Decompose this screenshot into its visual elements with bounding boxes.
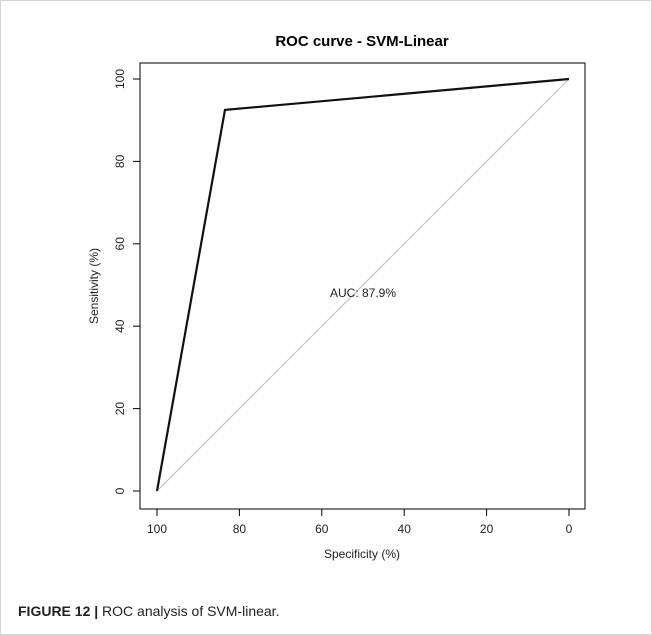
figure-caption: FIGURE 12 | ROC analysis of SVM-linear. (18, 603, 279, 619)
reference-layer (156, 78, 570, 492)
roc-curve-line (155, 77, 570, 492)
plot-box (139, 62, 586, 510)
x-tick-label: 20 (480, 522, 494, 536)
y-tick-label: 100 (113, 69, 127, 89)
auc-annotation: AUC: 87.9% (330, 286, 396, 300)
x-tick-label: 60 (315, 522, 329, 536)
chart-title: ROC curve - SVM-Linear (275, 33, 449, 50)
y-tick-label: 80 (113, 154, 127, 168)
y-axis: 0 20 40 60 80 100 (113, 69, 140, 494)
y-tick-label: 60 (113, 237, 127, 251)
x-tick-label: 80 (233, 522, 247, 536)
roc-chart: ROC curve - SVM-Linear 100 80 60 40 20 0 0 20 4… (87, 33, 586, 561)
x-tick-label: 40 (398, 522, 412, 536)
caption-label: FIGURE 12 | (18, 603, 99, 619)
y-axis-label: Sensitivity (%) (87, 248, 101, 324)
y-tick-label: 0 (113, 487, 127, 494)
x-tick-label: 100 (147, 522, 167, 536)
x-tick-label: 0 (566, 522, 573, 536)
x-axis-label: Specificity (%) (324, 547, 400, 561)
caption-text: ROC analysis of SVM-linear. (98, 603, 280, 619)
reference-diagonal (156, 78, 570, 492)
curve-layer (155, 77, 570, 492)
y-tick-label: 40 (113, 319, 127, 333)
x-axis: 100 80 60 40 20 0 (147, 509, 573, 536)
y-tick-label: 20 (113, 402, 127, 416)
